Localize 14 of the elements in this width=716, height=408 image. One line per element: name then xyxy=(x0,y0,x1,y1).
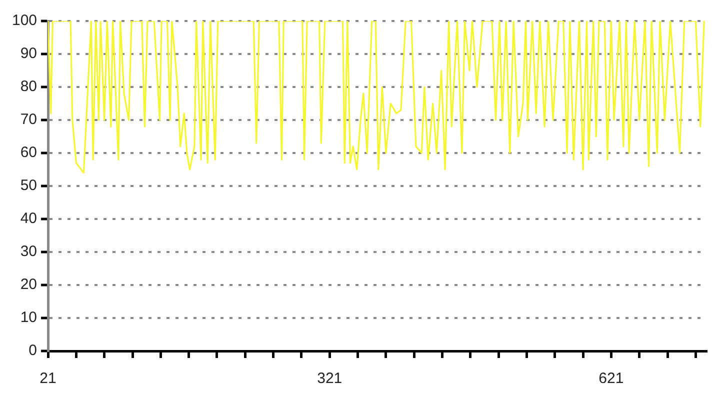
y-tick-label: 10 xyxy=(20,309,38,326)
y-tick-label: 0 xyxy=(28,342,38,360)
y-tick-label: 100 xyxy=(12,12,38,30)
x-tick-label: 321 xyxy=(317,370,342,388)
x-tick-label: 21 xyxy=(40,370,56,388)
y-tick-label: 20 xyxy=(20,276,38,294)
y-tick-label: 70 xyxy=(20,111,38,128)
y-tick-label: 80 xyxy=(20,78,38,96)
y-tick-label: 40 xyxy=(20,210,38,228)
y-tick-label: 50 xyxy=(20,177,38,194)
x-tick-label: 621 xyxy=(598,370,624,388)
y-tick-label: 60 xyxy=(20,144,38,162)
y-tick-label: 90 xyxy=(20,45,38,62)
y-tick-label: 30 xyxy=(20,243,38,260)
